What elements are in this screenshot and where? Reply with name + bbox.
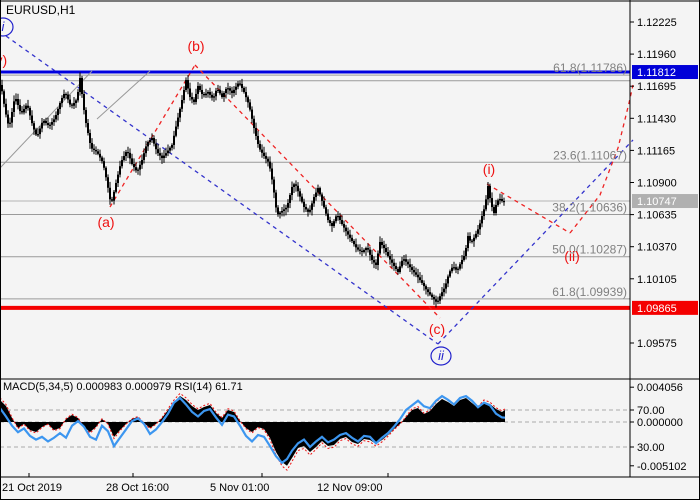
candlestick-series[interactable] bbox=[1, 72, 505, 308]
svg-text:61.8(1.11786): 61.8(1.11786) bbox=[553, 61, 627, 75]
macd-histogram-area[interactable] bbox=[0, 392, 506, 471]
svg-text:1.11165: 1.11165 bbox=[637, 145, 675, 157]
svg-text:1.09865: 1.09865 bbox=[637, 303, 677, 315]
svg-text:30.00: 30.00 bbox=[637, 442, 665, 454]
rsi-line bbox=[0, 394, 506, 465]
svg-text:1.10900: 1.10900 bbox=[637, 177, 677, 189]
svg-text:5 Nov 01:00: 5 Nov 01:00 bbox=[210, 482, 269, 494]
svg-text:70.00: 70.00 bbox=[637, 405, 665, 417]
svg-text:(ii): (ii) bbox=[564, 248, 580, 264]
svg-text:(c): (c) bbox=[429, 321, 445, 337]
svg-text:1.10105: 1.10105 bbox=[637, 274, 677, 286]
svg-text:1.11960: 1.11960 bbox=[637, 49, 676, 61]
date-axis: 21 Oct 2019 28 Oct 16:00 5 Nov 01:00 12 Nov… bbox=[2, 473, 389, 494]
wave-labels: i (v) (a) (b) (c) ii (i) (ii) bbox=[0, 17, 580, 366]
svg-text:1.09575: 1.09575 bbox=[637, 338, 677, 350]
svg-text:28 Oct 16:00: 28 Oct 16:00 bbox=[106, 482, 169, 494]
svg-text:23.6(1.11067): 23.6(1.11067) bbox=[553, 148, 627, 162]
svg-text:0.000000: 0.000000 bbox=[637, 417, 683, 429]
svg-text:1.10747: 1.10747 bbox=[637, 196, 677, 208]
svg-text:61.8(1.09939): 61.8(1.09939) bbox=[552, 285, 627, 299]
svg-text:(a): (a) bbox=[97, 214, 114, 230]
svg-text:(v): (v) bbox=[0, 52, 7, 68]
svg-text:12 Nov 09:00: 12 Nov 09:00 bbox=[317, 482, 382, 494]
svg-text:ii: ii bbox=[438, 348, 445, 363]
svg-text:1.12225: 1.12225 bbox=[637, 17, 677, 29]
svg-text:1.11695: 1.11695 bbox=[637, 81, 676, 93]
price-tag-1.11812 bbox=[632, 65, 698, 80]
svg-text:i: i bbox=[2, 19, 6, 34]
price-axis: 1.12225 1.11960 1.11695 1.11430 1.11165 1.109… bbox=[630, 17, 698, 350]
svg-text:(i): (i) bbox=[483, 161, 495, 177]
svg-text:1.10635: 1.10635 bbox=[637, 210, 677, 222]
svg-text:1.11430: 1.11430 bbox=[637, 113, 676, 125]
svg-text:21 Oct 2019: 21 Oct 2019 bbox=[2, 482, 62, 494]
svg-text:50.0(1.10287): 50.0(1.10287) bbox=[552, 243, 627, 257]
indicator-axis: 0.004056 70.000.000000 30.00 -0.005102 bbox=[630, 382, 687, 473]
svg-text:1.11812: 1.11812 bbox=[637, 67, 676, 79]
svg-text:-0.005102: -0.005102 bbox=[637, 461, 687, 473]
svg-text:38.2(1.10636): 38.2(1.10636) bbox=[552, 200, 627, 214]
fibonacci-labels: 61.8(1.11786) 23.6(1.11067) 38.2(1.10636) 5… bbox=[552, 61, 627, 299]
svg-text:1.10370: 1.10370 bbox=[637, 242, 677, 254]
price-tag-1.10747 bbox=[632, 194, 698, 209]
svg-text:0.004056: 0.004056 bbox=[637, 382, 683, 394]
svg-text:(b): (b) bbox=[187, 38, 204, 54]
price-tag-1.09865 bbox=[632, 300, 698, 315]
